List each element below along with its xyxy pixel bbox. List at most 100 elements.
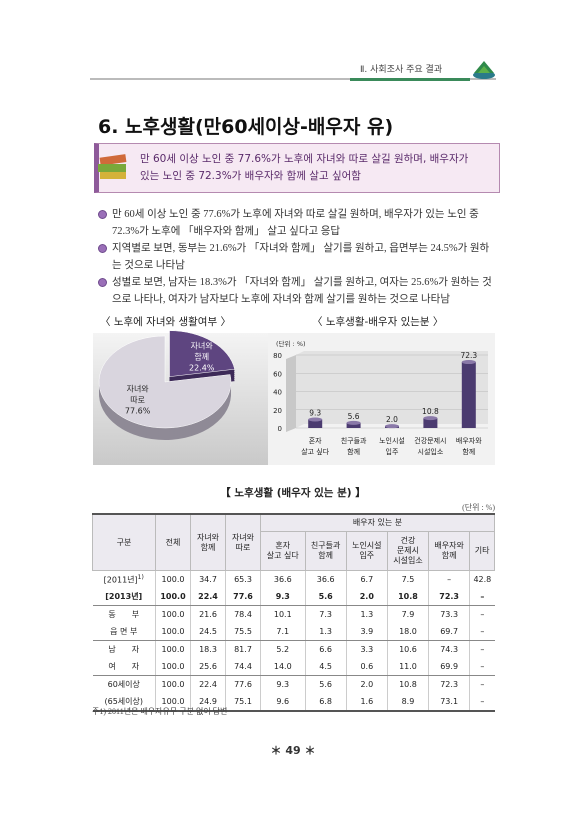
table-cell: – xyxy=(469,640,495,658)
table-row: 동 부 100.0 21.6 78.4 10.1 7.3 1.3 7.9 73.3– xyxy=(93,605,495,623)
table-cell: 동 부 xyxy=(108,610,140,619)
header-cell: 건강 문제시 시설입소 xyxy=(386,531,430,571)
table-cell: 60세이상 xyxy=(107,680,140,689)
bullet: 만 60세 이상 노인 중 77.6%가 노후에 자녀와 따로 살길 원하며, … xyxy=(98,206,494,240)
header-cell: 자녀와 함께 xyxy=(190,513,226,571)
header-cell: 혼자 살고 싶다 xyxy=(260,531,306,571)
table-cell: 6.7 xyxy=(345,570,388,588)
table-cell: 36.6 xyxy=(304,570,347,588)
bar-cap xyxy=(308,417,323,422)
bar-cap xyxy=(346,420,361,425)
pie-label: 자녀와 따로 77.6% xyxy=(125,383,150,416)
table-cell: 10.1 xyxy=(260,605,306,623)
table-cell: [2011년]1) xyxy=(103,573,144,585)
plot-wall xyxy=(296,351,488,428)
bullet: 성별로 보면, 남자는 18.3%가 「자녀와 함께」 살기를 원하고, 여자는… xyxy=(98,274,494,308)
header-cell: 기타 xyxy=(469,531,495,571)
table-row: [2013년] 100.0 22.4 77.6 9.3 5.6 2.0 10.8 72.3– xyxy=(92,588,495,606)
table-cell: 18.0 xyxy=(386,623,429,641)
pie-label: 자녀와 함께 22.4% xyxy=(189,340,214,373)
bar-value-label: 9.3 xyxy=(309,409,321,418)
table-cell: 73.3 xyxy=(428,605,470,623)
table-cell: 1.6 xyxy=(345,693,388,711)
bar xyxy=(423,418,438,428)
table-row: 60세이상 100.0 22.4 77.6 9.3 5.6 2.0 10.8 72.3– xyxy=(93,675,495,693)
table-cell: 6.6 xyxy=(304,640,347,658)
x-tick-label: 친구들과 함께 xyxy=(340,437,367,456)
table-cell: 75.1 xyxy=(225,693,261,711)
table-cell: 72.3 xyxy=(428,588,470,606)
table-row: [2011년]1) 100.0 34.7 65.3 36.6 36.6 6.7 7.5–42.… xyxy=(93,570,495,588)
table-cell: 100.0 xyxy=(155,623,191,641)
bar xyxy=(308,419,323,428)
table-cell: 1.3 xyxy=(345,605,388,623)
footnote-mark: 1) xyxy=(137,573,144,581)
table-cell: 7.1 xyxy=(260,623,306,641)
bullet: 지역별로 보면, 동부는 21.6%가 「자녀와 함께」 살기를 원하고, 읍면… xyxy=(98,240,494,274)
bar-cap xyxy=(385,424,399,429)
table-cell: 100.0 xyxy=(155,693,191,711)
table-cell: 3.9 xyxy=(345,623,388,641)
table-cell: 14.0 xyxy=(260,658,306,676)
table-cell: 11.0 xyxy=(386,658,429,676)
table-cell: – xyxy=(428,570,470,588)
bar xyxy=(461,362,476,428)
table-row: (65세이상) 100.0 24.9 75.1 9.6 6.8 1.6 8.9 73.1– xyxy=(93,693,495,711)
table-cell: 2.0 xyxy=(345,675,388,693)
table-cell: 36.6 xyxy=(260,570,306,588)
table-cell: 남 자 xyxy=(108,645,140,654)
table-cell: 81.7 xyxy=(225,640,261,658)
table-cell: 18.3 xyxy=(190,640,226,658)
table-cell: 7.9 xyxy=(386,605,429,623)
header-cell: 자녀와 따로 xyxy=(225,513,261,571)
pie-title: 〈 노후에 자녀와 생활여부 〉 xyxy=(100,316,231,328)
table-cell: 100.0 xyxy=(155,675,191,693)
page-number: ＊ 49 ＊ xyxy=(270,744,316,757)
summary-text: 만 60세 이상 노인 중 77.6%가 노후에 자녀와 따로 살길 원하며, … xyxy=(140,153,469,182)
y-tick-label: 60 xyxy=(273,370,282,378)
table-cell: 22.4 xyxy=(190,675,226,693)
header-cell: 배우자와 함께 xyxy=(428,531,471,571)
bar xyxy=(346,422,361,428)
bar-value-label: 72.3 xyxy=(460,351,477,360)
header-cell: 노인시설 입주 xyxy=(345,531,388,571)
table-cell: 73.1 xyxy=(428,693,470,711)
header-rule xyxy=(90,78,496,80)
pie-value-label: 77.6% xyxy=(124,406,151,416)
table-cell: – xyxy=(469,605,495,623)
table-cell: 0.6 xyxy=(345,658,388,676)
table-cell: 65.3 xyxy=(225,570,261,588)
header-row: 혼자 살고 싶다 친구들과 함께 노인시설 입주 건강 문제시 시설입소 배우자와 함께… xyxy=(93,531,495,571)
bar-title: 〈 노후생활-배우자 있는분 〉 xyxy=(312,316,444,328)
header-cell: 구분 xyxy=(92,513,156,571)
table-cell: 100.0 xyxy=(155,658,191,676)
table-cell: 8.9 xyxy=(386,693,429,711)
plot-side xyxy=(286,355,296,432)
table-cell: 69.9 xyxy=(428,658,470,676)
header-cell: 전체 xyxy=(155,513,191,571)
table-cell: [2013년] xyxy=(92,588,156,606)
table-cell: 34.7 xyxy=(190,570,226,588)
pie-category: 자녀와 함께 xyxy=(190,341,213,362)
table-cell: 9.6 xyxy=(260,693,306,711)
bar-value-label: 5.6 xyxy=(348,412,360,421)
table-cell: 5.6 xyxy=(304,588,347,606)
table-cell: 100.0 xyxy=(155,570,191,588)
table-cell: 77.6 xyxy=(225,675,261,693)
table-row: 읍 면 부 100.0 24.5 75.5 7.1 1.3 3.9 18.0 69.7– xyxy=(92,623,495,641)
header-cell: 배우자 있는 분 xyxy=(260,513,495,532)
pie-value-label: 22.4% xyxy=(189,363,215,373)
table-unit: (단위 : %) xyxy=(462,503,495,512)
table-cell: 10.6 xyxy=(386,640,429,658)
x-tick-label: 혼자 살고 싶다 xyxy=(301,437,330,456)
bar-unit: (단위 : %) xyxy=(276,340,306,348)
table-cell: – xyxy=(469,675,495,693)
table-cell: 75.5 xyxy=(225,623,261,641)
table-cell: 24.5 xyxy=(190,623,226,641)
x-tick-label: 건강문제시 시설입소 xyxy=(414,437,447,456)
table-row: 남 자 100.0 18.3 81.7 5.2 6.6 3.3 10.6 74.3– xyxy=(93,640,495,658)
table-cell: – xyxy=(469,588,495,606)
header-cell: 친구들과 함께 xyxy=(304,531,347,571)
